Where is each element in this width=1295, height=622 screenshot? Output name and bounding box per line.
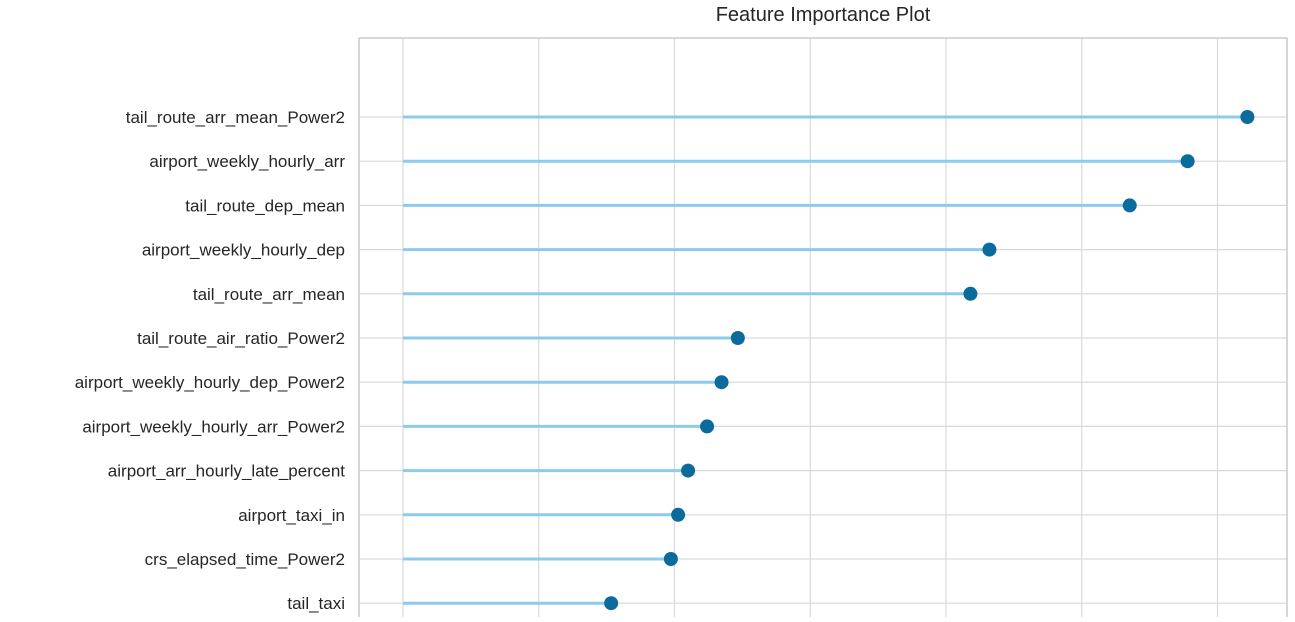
y-tick-label: tail_route_arr_mean xyxy=(193,285,345,304)
y-tick-label: airport_weekly_hourly_arr_Power2 xyxy=(82,417,345,436)
lollipop-marker xyxy=(1180,154,1195,169)
lollipop-marker xyxy=(714,375,729,390)
y-tick-label: airport_weekly_hourly_dep_Power2 xyxy=(75,373,345,392)
y-tick-label: tail_route_dep_mean xyxy=(185,196,345,215)
y-tick-label: tail_taxi xyxy=(287,594,345,613)
lollipop-marker xyxy=(982,242,997,257)
y-tick-label: airport_arr_hourly_late_percent xyxy=(108,462,345,481)
lollipop-marker xyxy=(1240,110,1255,124)
lollipop-marker xyxy=(963,286,978,301)
chart-title: Feature Importance Plot xyxy=(715,4,931,26)
lollipop-marker xyxy=(1122,198,1137,213)
y-tick-label: airport_weekly_hourly_dep xyxy=(142,241,345,260)
y-tick-label: tail_route_arr_mean_Power2 xyxy=(126,108,345,127)
y-tick-label: crs_elapsed_time_Power2 xyxy=(145,550,345,569)
y-tick-label: tail_route_air_ratio_Power2 xyxy=(137,329,345,348)
lollipop-marker xyxy=(671,507,686,522)
lollipop-marker xyxy=(730,331,745,345)
y-tick-label: airport_taxi_in xyxy=(238,506,345,525)
y-tick-label: airport_weekly_hourly_arr xyxy=(149,152,345,171)
lollipop-marker xyxy=(681,463,696,478)
lollipop-marker xyxy=(663,552,678,566)
lollipop-marker xyxy=(604,596,619,611)
lollipop-marker xyxy=(700,419,715,434)
